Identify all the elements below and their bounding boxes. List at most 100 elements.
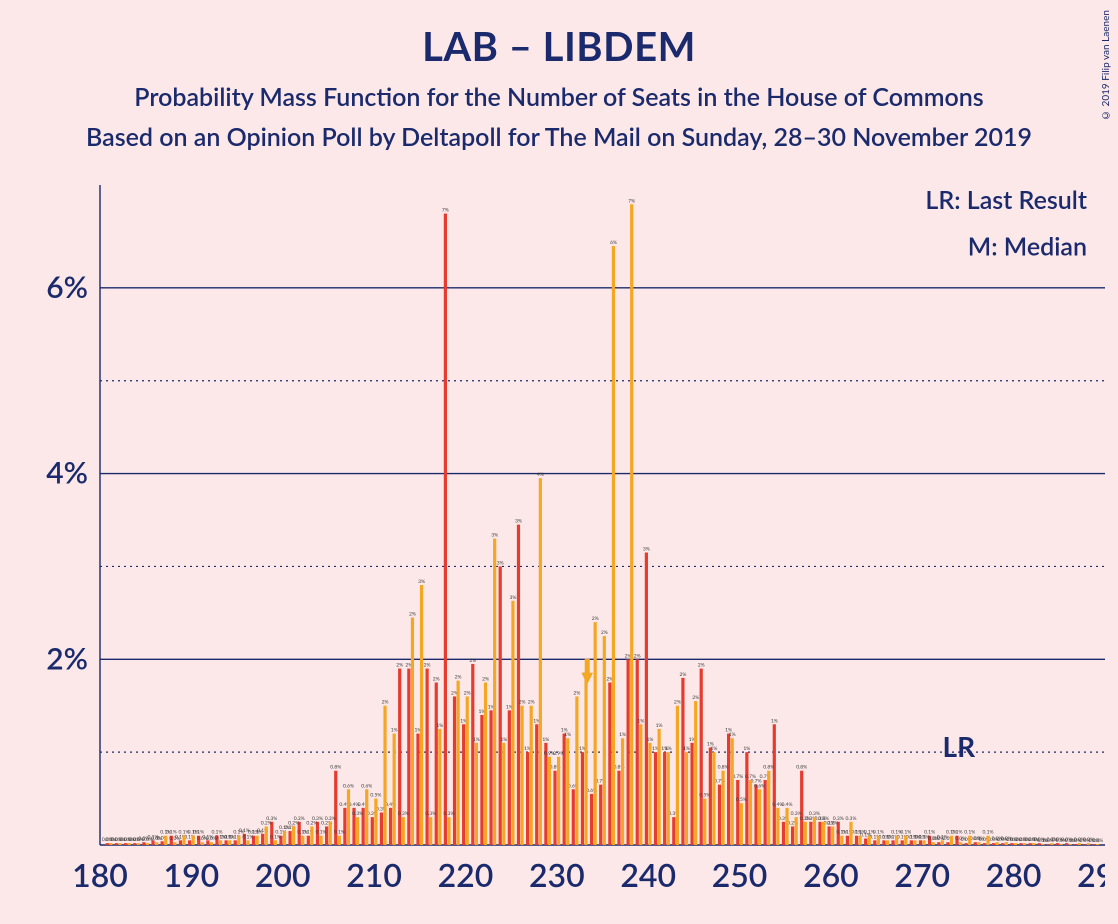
bar-value-label: 0.5%	[699, 793, 710, 799]
bar-value-label: 0.0%	[1092, 838, 1103, 844]
bar	[526, 752, 529, 845]
bar	[959, 842, 962, 845]
bar	[572, 789, 575, 845]
bar	[201, 842, 204, 845]
bar	[721, 771, 724, 845]
bar-value-label: 0.7%	[732, 774, 743, 780]
lr-marker-label: LR	[943, 729, 977, 763]
bar	[813, 817, 816, 845]
bar	[416, 734, 419, 845]
bar	[225, 840, 228, 845]
bar	[237, 836, 240, 845]
x-tick-label: 200	[255, 855, 311, 894]
bar	[965, 843, 968, 845]
bar	[791, 826, 794, 845]
bar-value-label: 2%	[679, 672, 686, 678]
bar	[371, 817, 374, 845]
bar-value-label: 3%	[491, 533, 498, 539]
bar-value-label: 2%	[528, 700, 535, 706]
bar-value-label: 1%	[391, 728, 398, 734]
bar	[855, 836, 858, 845]
bar	[553, 771, 556, 845]
bar-value-label: 0.3%	[443, 811, 454, 817]
bar	[438, 729, 441, 845]
bar	[338, 836, 341, 845]
bar-value-label: 1%	[683, 746, 690, 752]
bar	[828, 826, 831, 845]
bar-value-label: 2%	[455, 675, 462, 681]
bar	[663, 752, 666, 845]
bar	[1010, 843, 1013, 845]
bar-value-label: 3%	[509, 595, 516, 601]
bar	[612, 246, 615, 845]
legend-lr: LR: Last Result	[925, 185, 1087, 215]
bar	[603, 636, 606, 845]
bar	[886, 840, 889, 845]
bar-value-label: 4%	[537, 472, 544, 478]
bar-value-label: 0.1%	[297, 830, 308, 836]
bar	[932, 842, 935, 845]
bar	[809, 822, 812, 845]
bar	[672, 817, 675, 845]
bar	[128, 843, 131, 845]
bar-value-label: 0.6%	[343, 783, 354, 789]
bar-value-label: 0.1%	[316, 830, 327, 836]
bar	[535, 724, 538, 845]
bar-value-label: 0.6%	[361, 783, 372, 789]
bar-value-label: 0.7%	[745, 774, 756, 780]
bar-value-label: 0.8%	[763, 765, 774, 771]
bar	[502, 743, 505, 845]
bar	[859, 836, 862, 845]
bar	[1087, 843, 1090, 845]
bar-value-label: 0.0%	[169, 836, 180, 842]
bar	[1019, 843, 1022, 845]
bar	[246, 840, 249, 845]
bar	[910, 840, 913, 845]
bar	[594, 622, 597, 845]
bar	[310, 826, 313, 845]
bar	[904, 836, 907, 845]
bar-value-label: 2%	[573, 690, 580, 696]
bar-value-label: 1%	[637, 718, 644, 724]
bar	[617, 771, 620, 845]
bar	[1092, 844, 1095, 845]
bar-value-label: 1%	[647, 737, 654, 743]
bar-value-label: 0.3%	[325, 816, 336, 822]
bar	[118, 843, 121, 845]
bar	[1014, 843, 1017, 845]
bar-value-label: 1%	[771, 718, 778, 724]
bar-value-label: 0.4%	[782, 802, 793, 808]
bar-value-label: 1%	[665, 746, 672, 752]
bar	[1050, 843, 1053, 845]
bar	[831, 826, 834, 845]
bar-value-label: 1%	[500, 737, 507, 743]
bar	[776, 808, 779, 845]
bar	[548, 757, 551, 845]
bar	[1032, 843, 1035, 845]
bar	[648, 743, 651, 845]
bar-value-label: 3%	[497, 560, 504, 566]
bar-value-label: 2%	[382, 700, 389, 706]
bar	[864, 839, 867, 846]
bar	[329, 822, 332, 845]
bar	[996, 842, 999, 845]
bar-value-label: 2%	[464, 690, 471, 696]
bar	[584, 678, 587, 845]
bar-value-label: 0.1%	[946, 830, 957, 836]
x-tick-label: 190	[164, 855, 220, 894]
bar-value-label: 0.3%	[845, 816, 856, 822]
bar	[133, 843, 136, 845]
bar	[115, 843, 118, 845]
bar	[913, 840, 916, 845]
bar	[137, 843, 140, 845]
bar	[124, 843, 127, 845]
bar	[462, 724, 465, 845]
bar-value-label: 2%	[674, 700, 681, 706]
bar	[754, 785, 757, 845]
bar	[192, 836, 195, 845]
bar-value-label: 0.3%	[398, 811, 409, 817]
bar	[919, 840, 922, 845]
bar-value-label: 2%	[409, 612, 416, 618]
bar-value-label: 1%	[473, 737, 480, 743]
bar	[676, 706, 679, 845]
